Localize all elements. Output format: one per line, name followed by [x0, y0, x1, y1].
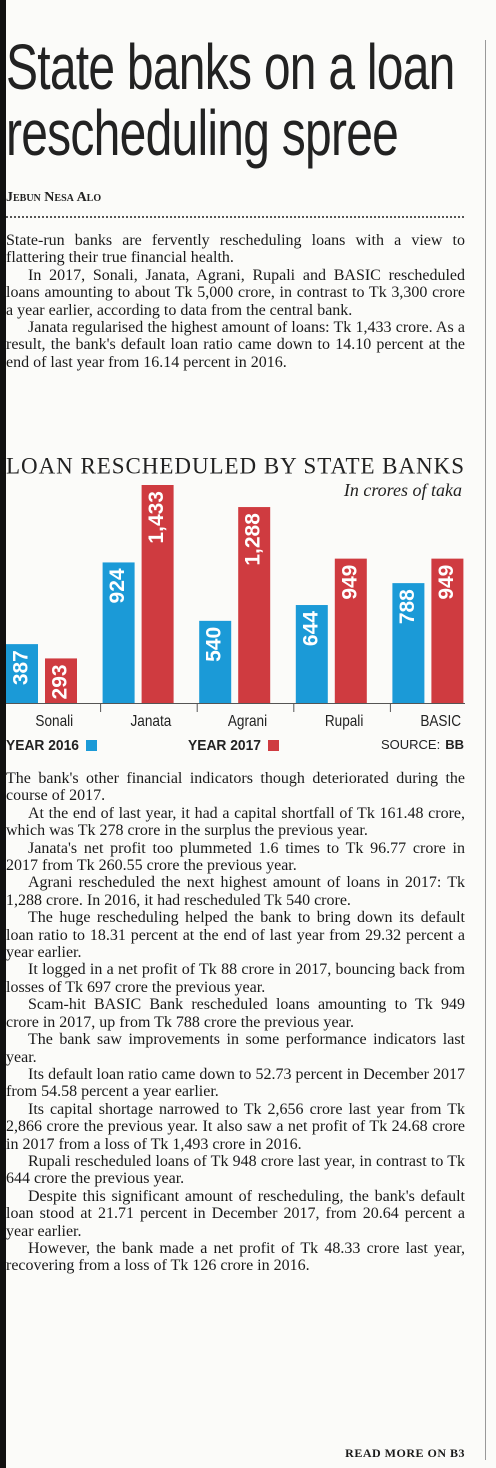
value-label: 1,433 [145, 491, 168, 544]
legend-label: YEAR 2017 [188, 737, 261, 754]
value-label: 387 [10, 650, 33, 685]
bar [45, 658, 77, 703]
separator [6, 216, 464, 218]
value-label: 949 [435, 565, 458, 600]
paragraph: Agrani rescheduled the next highest amou… [6, 874, 465, 909]
paragraph: The huge rescheduling helped the bank to… [6, 909, 465, 962]
paragraph: Janata's net profit too plummeted 1.6 ti… [6, 839, 465, 875]
paragraph: The bank saw improvements in some perfor… [6, 1031, 465, 1066]
source-name: BB [445, 737, 464, 752]
bar [141, 485, 174, 703]
paragraph: Janata regularised the highest amount of… [6, 319, 465, 371]
value-label: 540 [203, 627, 226, 662]
paragraph: Its capital shortage narrowed to Tk 2,65… [6, 1100, 465, 1153]
read-more: READ MORE ON B3 [345, 1446, 465, 1460]
x-tick-label: Rupali [325, 713, 364, 730]
legend-swatch [268, 740, 279, 751]
bar [334, 558, 367, 703]
x-tick-label: BASIC [420, 713, 461, 730]
column-rule [485, 40, 486, 1460]
headline: State banks on a loan rescheduling spree [6, 31, 455, 169]
value-label: 788 [396, 589, 419, 624]
source: SOURCE: BB [381, 737, 464, 752]
byline: Jebun Nesa Alo [6, 190, 102, 205]
paragraph: It logged in a net profit of Tk 88 crore… [6, 961, 465, 996]
bar [199, 620, 232, 703]
x-tick-label: Sonali [35, 713, 73, 730]
legend-label: YEAR 2016 [6, 737, 79, 754]
x-tick-label: Janata [131, 713, 172, 730]
x-tick-label: Agrani [228, 713, 267, 730]
bar [6, 644, 38, 703]
bar [295, 605, 328, 703]
paragraph: State-run banks are fervently rescheduli… [6, 232, 465, 267]
value-label: 644 [299, 611, 322, 646]
bar [392, 583, 425, 703]
legend-swatch [86, 740, 97, 751]
chart-subtitle: In crores of taka [343, 480, 462, 500]
source-label: SOURCE: [381, 737, 440, 752]
paragraph: Rupali rescheduled loans of Tk 948 crore… [6, 1152, 465, 1188]
value-label: 293 [49, 664, 72, 699]
value-label: 949 [338, 565, 361, 600]
paragraph: However, the bank made a net profit of T… [6, 1239, 465, 1275]
paragraph: The bank's other financial indicators th… [6, 770, 465, 805]
value-label: 924 [106, 568, 129, 603]
bar [102, 562, 135, 703]
paragraph: In 2017, Sonali, Janata, Agrani, Rupali … [6, 266, 465, 319]
paragraph: Its default loan ratio came down to 52.7… [6, 1065, 465, 1101]
paragraph: Despite this significant amount of resch… [6, 1187, 465, 1240]
bar [238, 507, 271, 703]
value-label: 1,288 [242, 513, 265, 566]
article-body: The bank's other financial indicators th… [6, 770, 465, 1275]
paragraph: Scam-hit BASIC Bank rescheduled loans am… [6, 996, 465, 1031]
paragraph: At the end of last year, it had a capita… [6, 804, 465, 840]
chart-title: LOAN RESCHEDULED BY STATE BANKS [6, 453, 464, 478]
left-bar [0, 0, 6, 1468]
bar [431, 558, 464, 703]
intro: State-run banks are fervently rescheduli… [6, 232, 465, 371]
